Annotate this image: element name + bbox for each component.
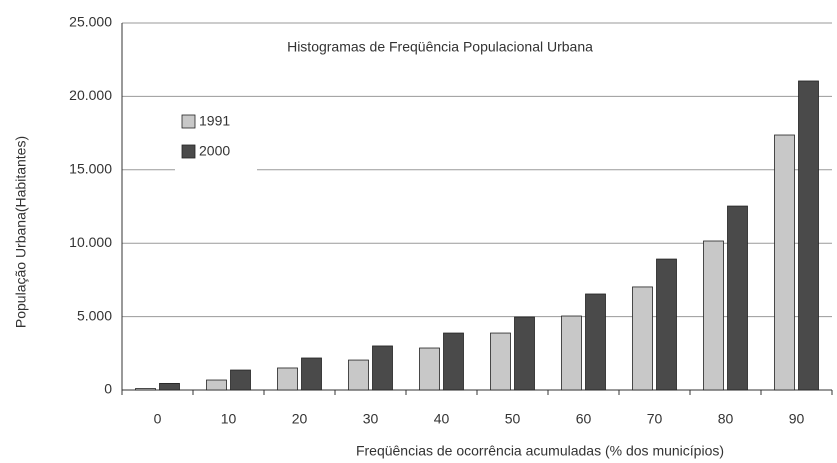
bar	[703, 240, 724, 391]
legend-label: 1991	[199, 113, 230, 129]
y-tick-label: 5.000	[77, 307, 112, 323]
bar	[206, 379, 227, 391]
x-axis-title: Freqüências de ocorrência acumuladas (% …	[356, 443, 724, 459]
legend-box	[175, 100, 257, 178]
legend-label: 2000	[199, 143, 230, 159]
bar	[798, 80, 819, 391]
x-tick-label: 0	[154, 411, 162, 427]
bar	[443, 332, 464, 391]
bar	[656, 258, 677, 391]
bar	[727, 205, 748, 391]
bar	[348, 359, 369, 391]
bar	[419, 347, 440, 391]
chart-title: Histogramas de Freqüência Populacional U…	[287, 39, 593, 55]
legend-swatch	[181, 144, 196, 159]
legend-swatch	[181, 114, 196, 129]
bar	[135, 388, 156, 391]
bar	[774, 134, 795, 391]
bar	[301, 357, 322, 391]
x-tick-label: 20	[292, 411, 308, 427]
y-axis-title: População Urbana(Habitantes)	[13, 136, 29, 328]
bar	[490, 332, 511, 391]
y-tick-label: 0	[104, 381, 112, 397]
x-tick-label: 90	[789, 411, 805, 427]
y-tick-label: 10.000	[69, 234, 112, 250]
bar	[514, 316, 535, 391]
bar	[632, 286, 653, 391]
bar	[277, 367, 298, 391]
bar	[230, 369, 251, 391]
x-tick-label: 10	[221, 411, 237, 427]
y-tick-label: 20.000	[69, 87, 112, 103]
bar	[372, 345, 393, 391]
bar	[159, 382, 180, 391]
x-tick-label: 60	[576, 411, 592, 427]
y-tick-label: 25.000	[69, 14, 112, 30]
bar	[561, 315, 582, 391]
y-tick-label: 15.000	[69, 161, 112, 177]
x-tick-label: 70	[647, 411, 663, 427]
bar	[585, 293, 606, 391]
x-tick-label: 40	[434, 411, 450, 427]
x-tick-label: 50	[505, 411, 521, 427]
x-tick-label: 30	[363, 411, 379, 427]
x-tick-label: 80	[718, 411, 734, 427]
